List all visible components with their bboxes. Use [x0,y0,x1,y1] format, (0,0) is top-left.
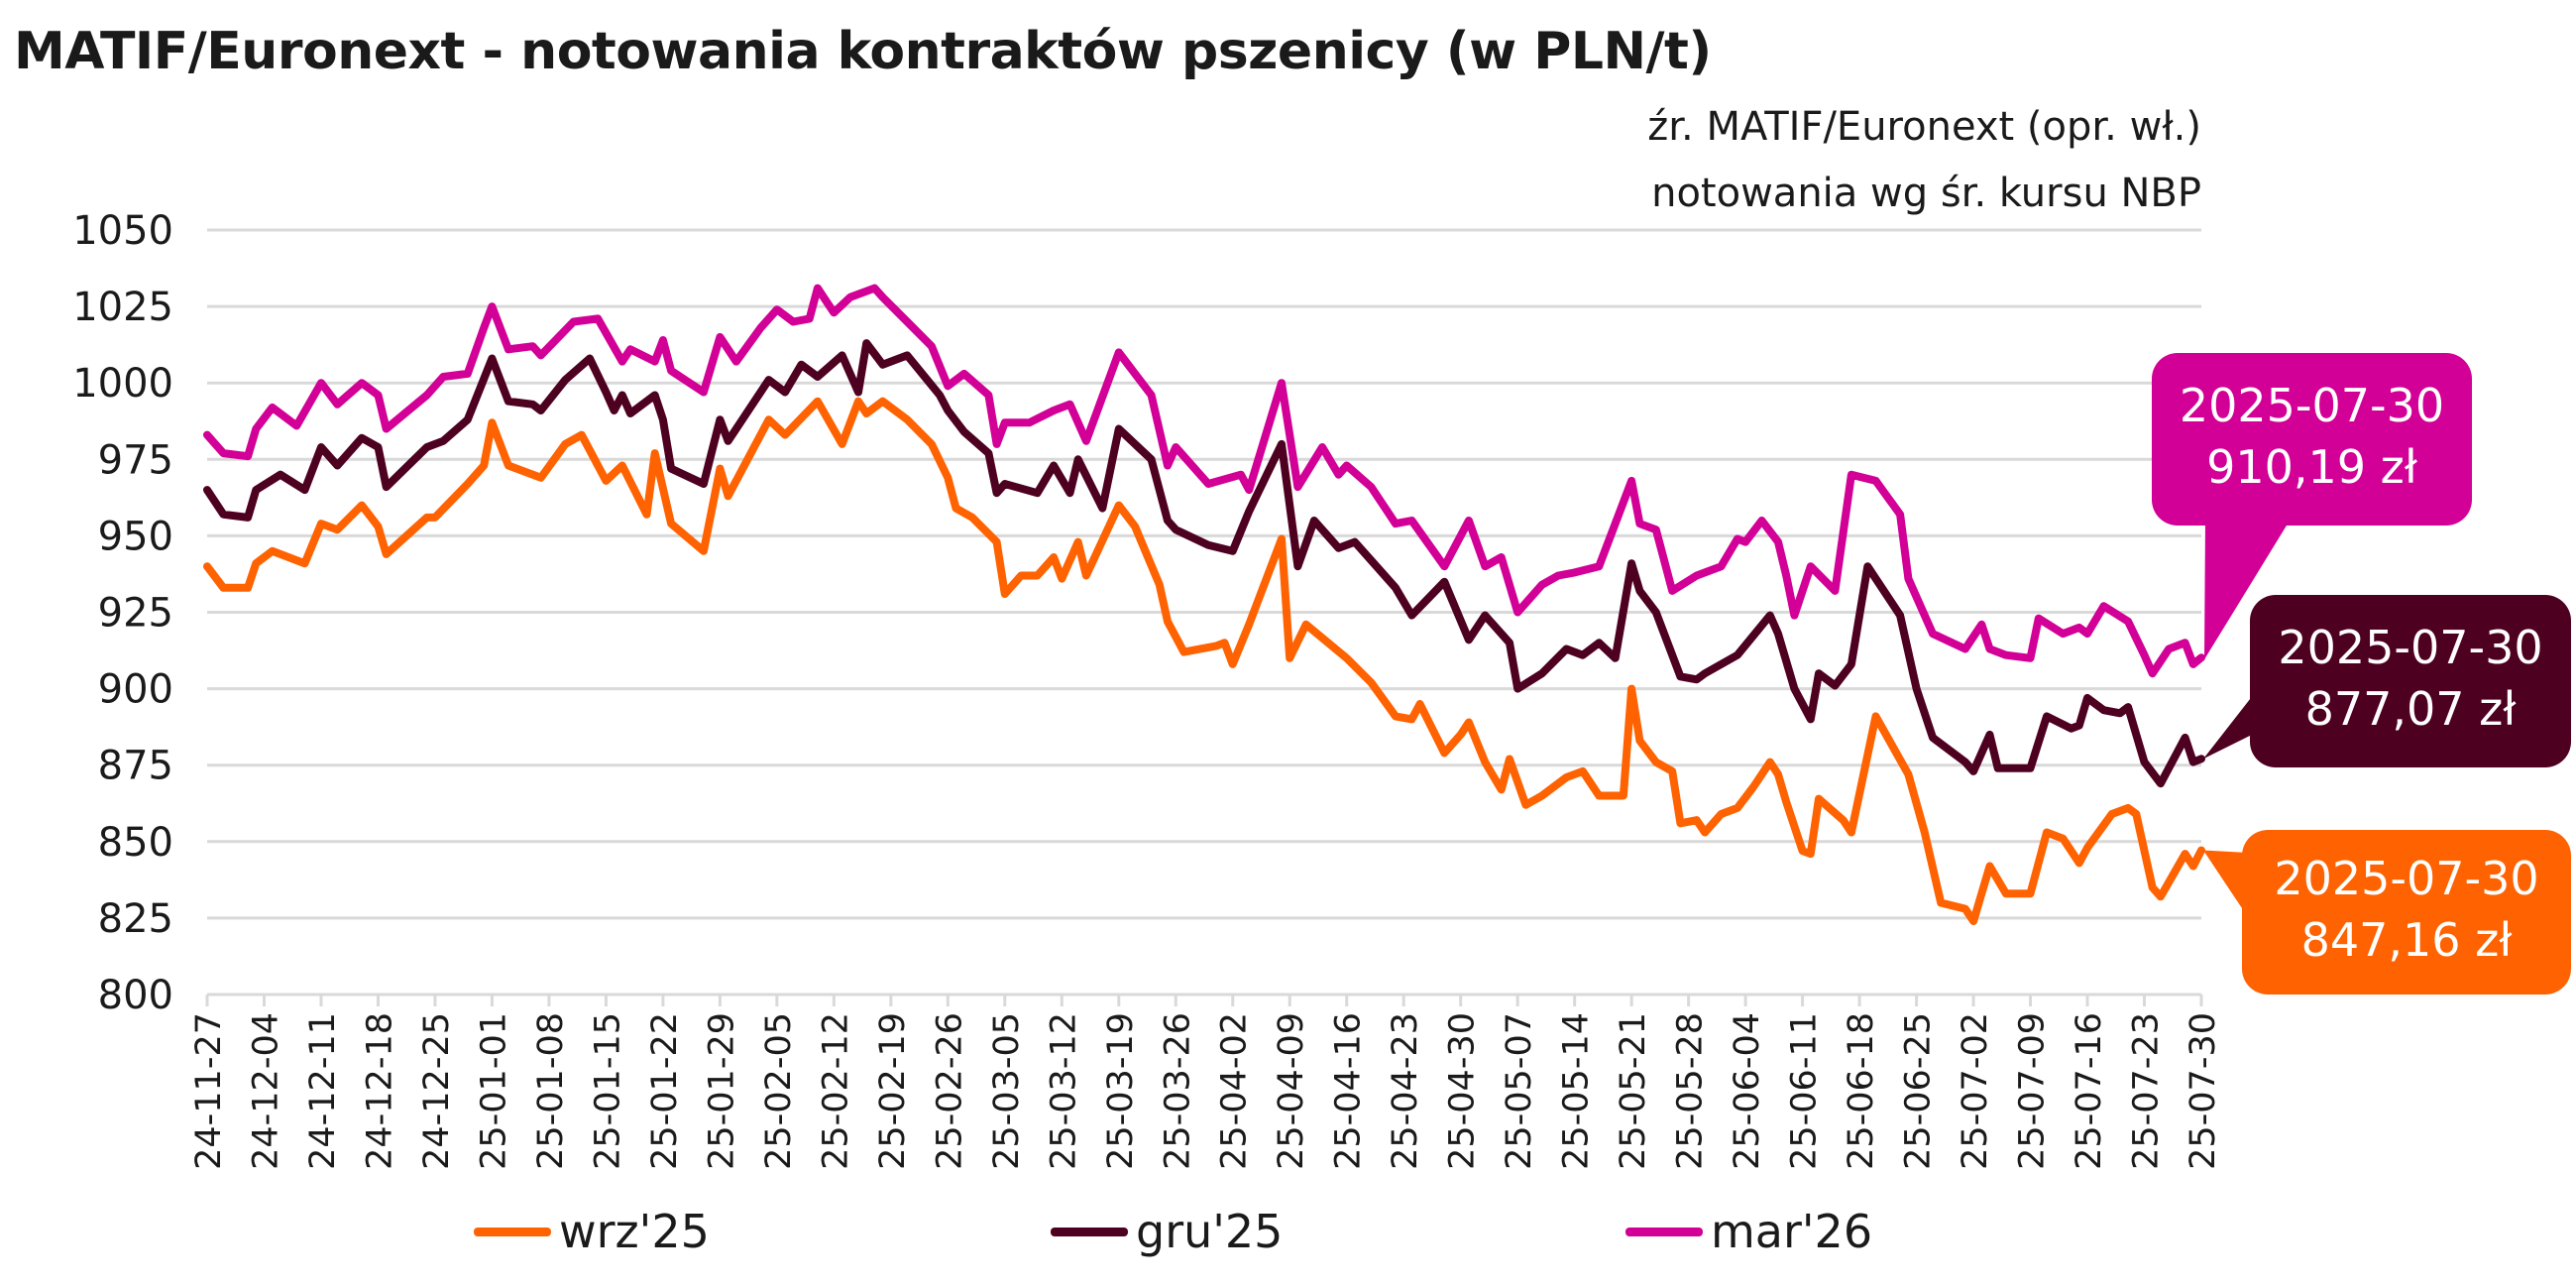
x-tick-label: 25-04-23 [1386,1012,1425,1170]
x-tick-label: 25-01-22 [645,1012,685,1170]
series-line-mar26 [203,284,2205,678]
callout-value: 847,16 zł [2300,913,2513,967]
x-tick-label: 25-03-26 [1158,1012,1197,1170]
callout-pointer-gru25 [2203,694,2254,760]
x-tick-label: 24-12-18 [360,1012,399,1170]
x-tick-label: 25-05-07 [1500,1012,1539,1170]
chart-title: MATIF/Euronext - notowania kontraktów ps… [14,22,1712,81]
legend-label: wrz'25 [559,1205,710,1258]
callout-value: 910,19 zł [2206,440,2417,494]
y-tick-label: 825 [98,896,173,942]
x-tick-label: 25-04-16 [1329,1012,1369,1170]
series-line-gru25 [203,339,2205,788]
y-tick-label: 900 [98,667,173,713]
x-tick-label: 25-02-12 [816,1012,855,1170]
x-tick-label: 25-01-15 [588,1012,627,1170]
x-tick-label: 24-11-27 [189,1012,229,1170]
x-tick-label: 25-01-29 [702,1012,741,1170]
x-tick-label: 25-02-05 [759,1012,799,1170]
callout-gru25: 2025-07-30 877,07 zł [2250,595,2571,767]
y-tick-label: 800 [98,973,173,1018]
y-tick-label: 925 [98,591,173,637]
y-tick-label: 1025 [72,285,173,330]
y-axis-labels: 800 825 850 875 900 925 950 975 1000 1025 1050 [72,208,173,1018]
y-tick-label: 950 [98,514,173,559]
x-tick-label: 25-06-04 [1728,1012,1767,1170]
callout-mar26: 2025-07-30 910,19 zł [2152,353,2472,526]
x-tick-label: 25-01-01 [474,1012,513,1170]
series-lines [203,284,2205,925]
source-note: źr. MATIF/Euronext (opr. wł.) [1647,104,2201,150]
legend-label: gru'25 [1136,1205,1284,1258]
y-tick-label: 1050 [72,208,173,254]
x-tick-label: 25-02-19 [873,1012,913,1170]
x-tick-label: 25-05-14 [1557,1012,1597,1170]
y-tick-label: 1000 [72,361,173,407]
x-tick-label: 25-07-02 [1956,1012,1995,1170]
legend-swatch [474,1227,551,1236]
x-axis: 24-11-27 24-12-04 24-12-11 24-12-18 24-12-25… [189,993,2223,1170]
x-tick-label: 24-12-04 [246,1012,285,1170]
callout-date: 2025-07-30 [2274,852,2539,905]
gridlines [207,228,2201,920]
x-tick-label: 25-07-16 [2070,1012,2109,1170]
callout-value: 877,07 zł [2304,682,2517,736]
x-tick-label: 25-03-12 [1044,1012,1083,1170]
legend-item-gru25: gru'25 [1051,1205,1283,1258]
x-tick-label: 25-06-11 [1785,1012,1825,1170]
source-note-rate: notowania wg śr. kursu NBP [1651,171,2201,216]
x-tick-label: 25-05-28 [1671,1012,1711,1170]
y-tick-label: 850 [98,820,173,866]
x-tick-label: 25-03-19 [1101,1012,1141,1170]
x-tick-label: 25-04-02 [1215,1012,1255,1170]
legend-item-mar26: mar'26 [1625,1205,1872,1258]
legend-swatch [1625,1227,1703,1236]
x-tick-label: 24-12-11 [303,1012,343,1170]
callout-pointer-mar26 [2204,521,2290,660]
legend-item-wrz25: wrz'25 [474,1205,710,1258]
callout-date: 2025-07-30 [2179,379,2445,432]
x-tick-label: 25-03-05 [987,1012,1027,1170]
x-tick-label: 24-12-25 [417,1012,457,1170]
x-tick-label: 25-06-25 [1899,1012,1939,1170]
callout-wrz25: 2025-07-30 847,16 zł [2242,830,2571,995]
series-line-wrz25 [203,397,2205,925]
callout-pointers [2203,521,2290,917]
y-tick-label: 875 [98,744,173,789]
callout-pointer-wrz25 [2203,850,2248,917]
x-tick-label: 25-07-09 [2013,1012,2053,1170]
x-tick-label: 25-07-30 [2184,1012,2223,1170]
x-tick-label: 25-01-08 [531,1012,571,1170]
x-tick-label: 25-07-23 [2127,1012,2167,1170]
x-tick-label: 25-06-18 [1842,1012,1881,1170]
x-tick-label: 25-04-30 [1443,1012,1483,1170]
x-tick-label: 25-02-26 [930,1012,969,1170]
x-tick-label: 25-05-21 [1614,1012,1653,1170]
y-tick-label: 975 [98,437,173,483]
legend-swatch [1051,1227,1128,1236]
callout-date: 2025-07-30 [2278,621,2543,674]
x-tick-label: 25-04-09 [1272,1012,1311,1170]
legend-label: mar'26 [1711,1205,1873,1258]
